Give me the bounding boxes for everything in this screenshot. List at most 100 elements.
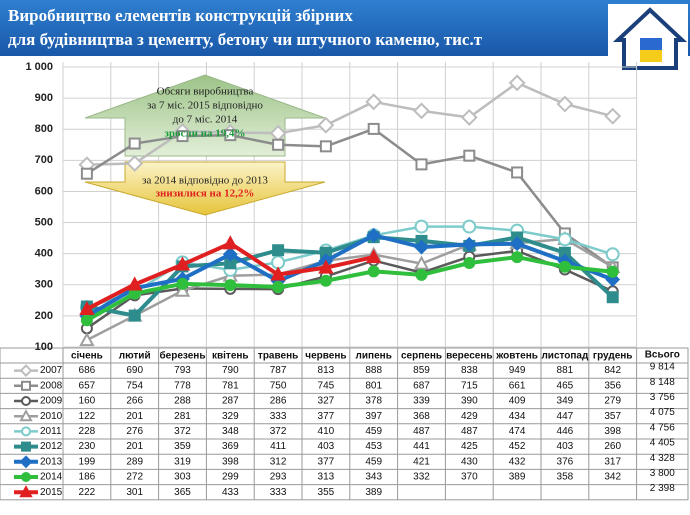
table-value: 432 <box>509 456 526 467</box>
table-total: 4 756 <box>650 422 675 433</box>
category-label: червень <box>305 351 346 362</box>
table-value: 286 <box>270 396 287 407</box>
legend-label: 2012 <box>40 441 63 452</box>
point <box>556 95 574 113</box>
table-value: 260 <box>604 441 621 452</box>
table-value: 434 <box>509 411 526 422</box>
table-value: 372 <box>270 426 287 437</box>
point <box>79 300 95 316</box>
table-value: 790 <box>222 365 239 376</box>
point <box>270 266 286 281</box>
point <box>174 282 191 297</box>
table-total: 4 405 <box>650 438 675 449</box>
point <box>367 265 380 278</box>
table-value: 359 <box>174 441 191 452</box>
point <box>176 277 189 290</box>
table-value: 425 <box>461 441 478 452</box>
table-value: 687 <box>413 380 430 391</box>
table-value: 745 <box>318 380 335 391</box>
table-value: 289 <box>126 456 143 467</box>
category-label: вересень <box>446 351 492 362</box>
table-value: 441 <box>413 441 430 452</box>
table-value: 389 <box>509 472 526 483</box>
table-value: 370 <box>461 472 478 483</box>
point <box>463 257 476 269</box>
chart-title: Виробництво елементів конструкцій збірни… <box>8 6 353 25</box>
table-value: 299 <box>222 472 239 483</box>
annotation-text: за 7 міс. 2015 відповідно <box>147 100 263 112</box>
point <box>19 409 33 422</box>
table-value: 781 <box>222 380 239 391</box>
point <box>511 166 524 179</box>
annotation-growth <box>84 74 326 157</box>
annotation-text: до 7 міс. 2014 <box>173 114 238 126</box>
annotation-text: за 2014 відповідно до 2013 <box>142 175 268 187</box>
point <box>415 158 428 171</box>
table-value: 368 <box>413 411 430 422</box>
point <box>511 251 524 264</box>
point <box>415 268 428 281</box>
category-label: листопад <box>541 351 589 362</box>
category-label: травень <box>258 351 298 362</box>
category-label: грудень <box>593 351 633 362</box>
point <box>604 107 622 125</box>
point <box>272 244 285 257</box>
table-value: 801 <box>365 380 382 391</box>
point <box>174 256 191 271</box>
table-value: 430 <box>461 456 478 467</box>
point <box>606 291 619 304</box>
table-value: 342 <box>604 472 621 483</box>
table-value: 474 <box>509 426 526 437</box>
table-value: 348 <box>222 426 239 437</box>
point <box>413 255 430 270</box>
table-value: 433 <box>222 487 239 498</box>
legend-label: 2010 <box>40 411 63 422</box>
point <box>21 441 31 452</box>
point <box>272 138 285 151</box>
legend-label: 2015 <box>40 487 63 498</box>
table-value: 397 <box>365 411 382 422</box>
table-value: 657 <box>79 380 96 391</box>
table-value: 281 <box>174 411 191 422</box>
point <box>509 236 525 252</box>
y-tick-label: 500 <box>35 216 53 228</box>
table-value: 222 <box>79 487 96 498</box>
table-value: 332 <box>413 472 430 483</box>
table-value: 778 <box>174 380 191 391</box>
category-label: січень <box>71 351 103 362</box>
table-value: 421 <box>413 456 430 467</box>
table-value: 201 <box>126 441 143 452</box>
table-value: 279 <box>604 396 621 407</box>
table-total: 4 328 <box>650 453 675 464</box>
table-value: 377 <box>318 456 335 467</box>
table-value: 349 <box>557 396 574 407</box>
table-value: 230 <box>79 441 96 452</box>
annotation-decline <box>84 161 326 216</box>
point <box>128 309 141 322</box>
point <box>463 149 476 162</box>
table-value: 398 <box>222 456 239 467</box>
table-value: 452 <box>509 441 526 452</box>
point <box>126 155 144 172</box>
point <box>319 140 332 153</box>
table-value: 793 <box>174 365 191 376</box>
table-value: 357 <box>604 411 621 422</box>
point <box>461 236 477 252</box>
table-value: 409 <box>509 396 526 407</box>
annotation-text: Обсяги виробництва <box>157 86 254 98</box>
table-value: 686 <box>79 365 96 376</box>
table-value: 312 <box>270 456 287 467</box>
series-line <box>86 235 615 318</box>
legend-label: 2008 <box>40 380 63 391</box>
table-value: 343 <box>365 472 382 483</box>
table-value: 403 <box>318 441 335 452</box>
table-value: 389 <box>365 487 382 498</box>
point <box>224 129 237 142</box>
point <box>413 102 430 120</box>
table-value: 303 <box>174 472 191 483</box>
table-value: 358 <box>557 472 574 483</box>
table-value: 465 <box>557 380 574 391</box>
table-value: 787 <box>270 365 287 376</box>
table-value: 369 <box>222 441 239 452</box>
point <box>224 279 237 292</box>
